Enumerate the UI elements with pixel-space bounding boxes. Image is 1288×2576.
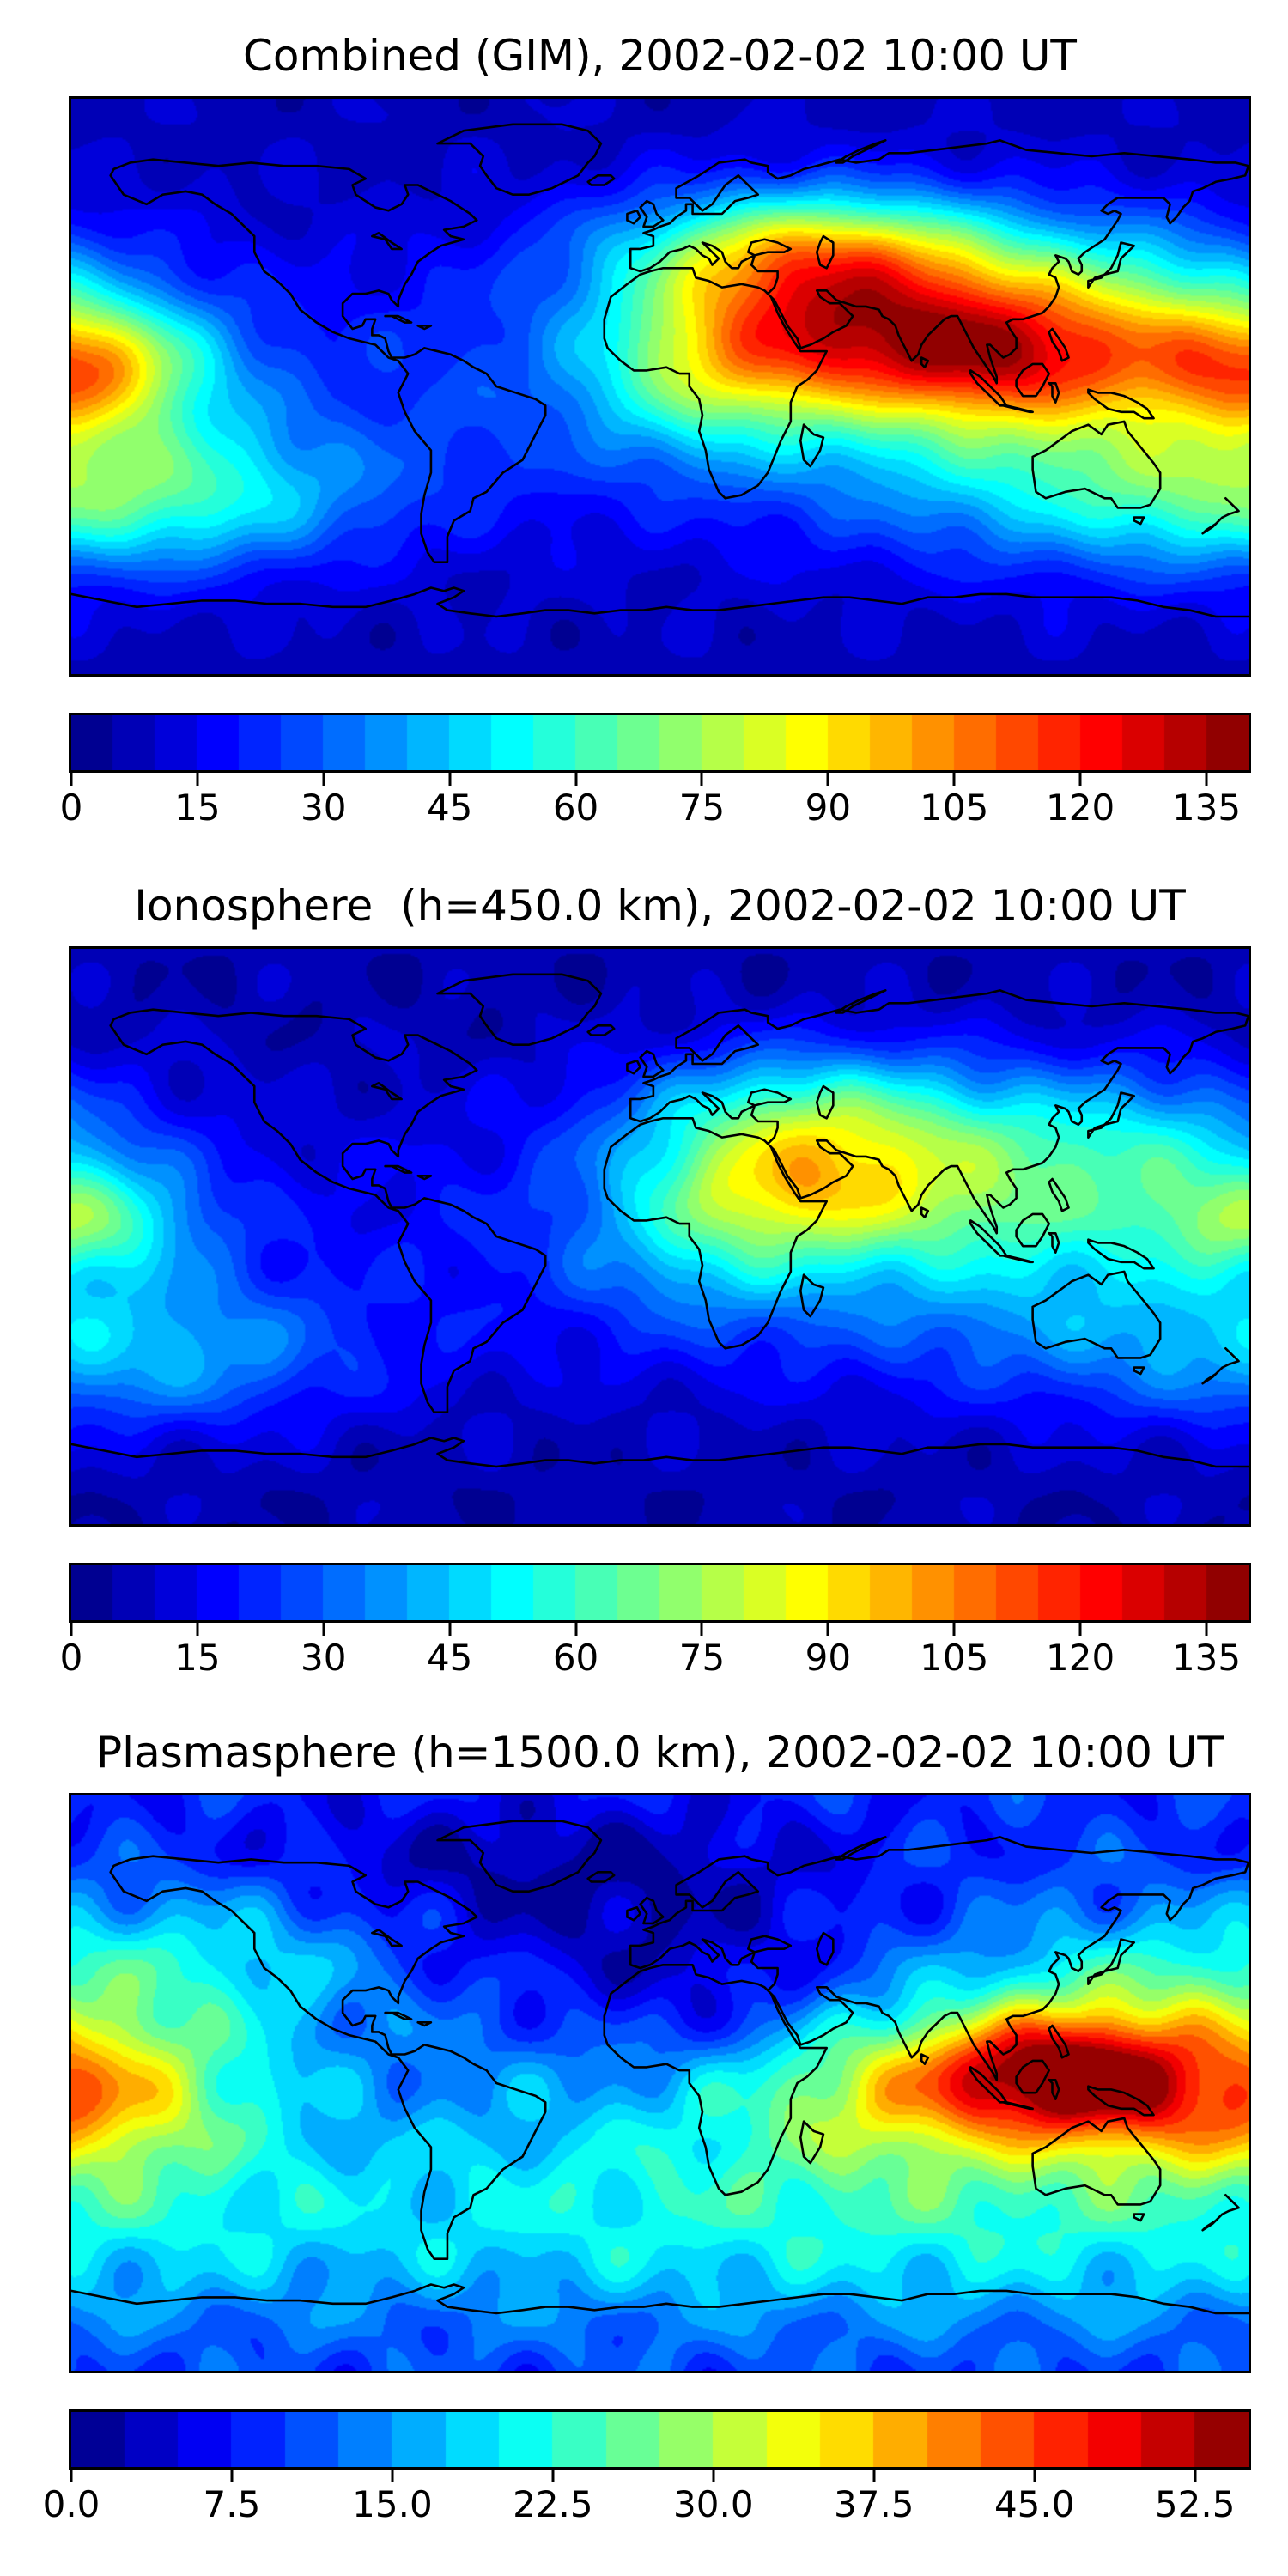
colorbar-tick-label: 37.5 xyxy=(834,2483,914,2525)
colorbar-tick-mark xyxy=(322,773,325,786)
colorbar-tick-label: 22.5 xyxy=(513,2483,593,2525)
panel-title-plasmasphere: Plasmasphere (h=1500.0 km), 2002-02-02 1… xyxy=(96,1728,1224,1777)
coastlines-overlay xyxy=(71,949,1249,1524)
colorbar-tick-mark xyxy=(1078,1623,1082,1636)
panel-title-ionosphere: Ionosphere (h=450.0 km), 2002-02-02 10:0… xyxy=(134,881,1186,931)
colorbar-tick-mark xyxy=(1078,773,1082,786)
colorbar-tick-label: 0 xyxy=(59,787,83,829)
colorbar-tick-mark xyxy=(230,2470,234,2482)
colorbar-tick-label: 30 xyxy=(301,1637,347,1679)
coastline-path xyxy=(71,975,1249,1467)
colorbar-tick-label: 45 xyxy=(426,1637,473,1679)
colorbar-tick-label: 90 xyxy=(805,787,852,829)
colorbar-tick-label: 60 xyxy=(552,1637,599,1679)
colorbar-tick-label: 120 xyxy=(1046,1637,1115,1679)
colorbar-plasmasphere xyxy=(69,2409,1251,2470)
colorbar-tick-mark xyxy=(70,1623,73,1636)
colorbar-tick-mark xyxy=(700,773,703,786)
coastline-path xyxy=(71,125,1249,617)
colorbar-tick-mark xyxy=(196,1623,199,1636)
colorbar-tick-label: 0 xyxy=(59,1637,83,1679)
colorbar-tick-label: 30 xyxy=(301,787,347,829)
colorbar-tick-mark xyxy=(574,773,578,786)
colorbar-tick-label: 105 xyxy=(920,1637,989,1679)
colorbar-tick-label: 7.5 xyxy=(203,2483,261,2525)
colorbar-tick-mark xyxy=(70,773,73,786)
colorbar-tick-label: 45.0 xyxy=(993,2483,1075,2525)
map-combined-gim xyxy=(69,96,1251,677)
colorbar-tick-mark xyxy=(448,773,452,786)
colorbar-tick-mark xyxy=(196,773,199,786)
colorbar-tick-mark xyxy=(952,773,956,786)
colorbar-tick-label: 120 xyxy=(1046,787,1115,829)
colorbar-tick-mark xyxy=(574,1623,578,1636)
panel-combined-gim: Combined (GIM), 2002-02-02 10:00 UT 0 15 3… xyxy=(0,0,1288,850)
panel-ionosphere: Ionosphere (h=450.0 km), 2002-02-02 10:0… xyxy=(0,850,1288,1700)
colorbar-canvas xyxy=(71,1565,1249,1620)
colorbar-tick-mark xyxy=(551,2470,555,2482)
colorbar-tick-label: 60 xyxy=(552,787,599,829)
colorbar-canvas xyxy=(71,715,1249,770)
colorbar-tick-mark xyxy=(322,1623,325,1636)
colorbar-tick-mark xyxy=(1194,2470,1197,2482)
colorbar-tick-mark xyxy=(448,1623,452,1636)
colorbar-tick-row: 0 15 30 45 60 75 90 105 120 135 xyxy=(60,1623,1249,1692)
colorbar-tick-label: 135 xyxy=(1171,1637,1242,1679)
colorbar-tick-label: 30.0 xyxy=(673,2483,754,2525)
coastlines-overlay xyxy=(71,1795,1249,2371)
colorbar-ionosphere xyxy=(69,1563,1251,1623)
coastline-path xyxy=(71,1821,1249,2313)
colorbar-tick-mark xyxy=(1033,2470,1036,2482)
map-plasmasphere xyxy=(69,1793,1251,2373)
colorbar-tick-mark xyxy=(700,1623,703,1636)
colorbar-tick-label: 15.0 xyxy=(352,2483,433,2525)
colorbar-tick-mark xyxy=(391,2470,394,2482)
colorbar-tick-label: 135 xyxy=(1171,787,1242,829)
coastlines-overlay xyxy=(71,99,1249,674)
colorbar-canvas xyxy=(71,2412,1249,2467)
colorbar-tick-row: 0 15 30 45 60 75 90 105 120 135 xyxy=(60,773,1249,841)
colorbar-tick-label: 0.0 xyxy=(42,2483,100,2525)
colorbar-tick-row: 0.0 7.5 15.0 22.5 30.0 37.5 45.0 52.5 xyxy=(43,2470,1249,2538)
map-ionosphere xyxy=(69,946,1251,1527)
colorbar-tick-label: 45 xyxy=(426,787,473,829)
colorbar-tick-mark xyxy=(70,2470,73,2482)
colorbar-tick-mark xyxy=(952,1623,956,1636)
colorbar-tick-mark xyxy=(826,773,829,786)
colorbar-tick-mark xyxy=(826,1623,829,1636)
colorbar-tick-mark xyxy=(712,2470,715,2482)
colorbar-tick-label: 52.5 xyxy=(1154,2483,1236,2525)
colorbar-tick-label: 15 xyxy=(174,1637,221,1679)
colorbar-combined xyxy=(69,713,1251,773)
colorbar-tick-label: 105 xyxy=(920,787,989,829)
colorbar-tick-label: 90 xyxy=(805,1637,852,1679)
colorbar-tick-label: 75 xyxy=(678,1637,726,1679)
panel-title-combined: Combined (GIM), 2002-02-02 10:00 UT xyxy=(243,31,1077,81)
colorbar-tick-label: 15 xyxy=(174,787,221,829)
panel-plasmasphere: Plasmasphere (h=1500.0 km), 2002-02-02 1… xyxy=(0,1697,1288,2547)
colorbar-tick-mark xyxy=(1205,773,1208,786)
colorbar-tick-mark xyxy=(872,2470,876,2482)
colorbar-tick-label: 75 xyxy=(678,787,726,829)
colorbar-tick-mark xyxy=(1205,1623,1208,1636)
